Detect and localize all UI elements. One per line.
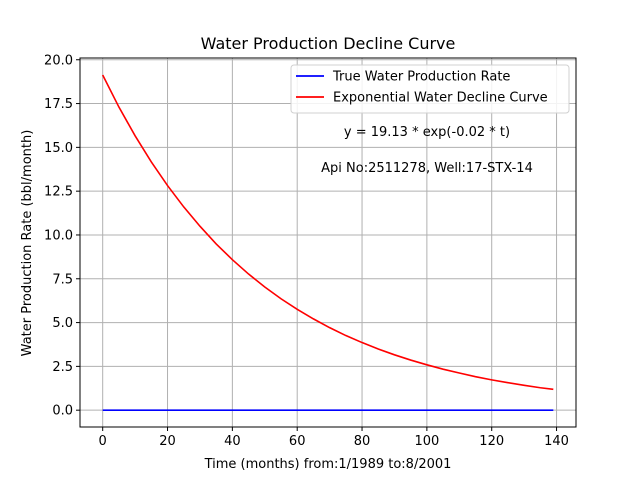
y-axis-label: Water Production Rate (bbl/month)	[20, 130, 35, 357]
y-tick-label: 7.5	[52, 272, 73, 287]
series-line-exponential-decline	[101, 74, 554, 391]
x-tick-label: 100	[414, 434, 439, 449]
legend-box	[290, 64, 570, 114]
legend-label: True Water Production Rate	[332, 70, 510, 85]
x-tick-label: 140	[544, 434, 569, 449]
equation-annotation: y = 19.13 * exp(-0.02 * t)	[344, 125, 510, 140]
y-tick-label: 20.0	[44, 53, 73, 68]
y-tick-label: 0.0	[52, 404, 73, 419]
x-tick-label: 0	[99, 434, 107, 449]
x-tick-label: 40	[224, 434, 241, 449]
y-tick-label: 12.5	[44, 185, 73, 200]
well-annotation: Api No:2511278, Well:17-STX-14	[321, 161, 533, 176]
y-tick-label: 17.5	[44, 97, 73, 112]
y-tick-label: 15.0	[44, 141, 73, 156]
legend-label: Exponential Water Decline Curve	[333, 91, 548, 106]
chart-title: Water Production Decline Curve	[201, 34, 456, 53]
y-tick-label: 2.5	[52, 360, 73, 375]
plot-frame	[79, 57, 577, 428]
y-tick-label: 5.0	[52, 316, 73, 331]
x-tick-label: 120	[479, 434, 504, 449]
x-axis-label: Time (months) from:1/1989 to:8/2001	[204, 457, 452, 472]
x-tick-label: 60	[289, 434, 306, 449]
x-tick-label: 80	[354, 434, 371, 449]
x-tick-label: 20	[159, 434, 176, 449]
y-tick-label: 10.0	[44, 228, 73, 243]
